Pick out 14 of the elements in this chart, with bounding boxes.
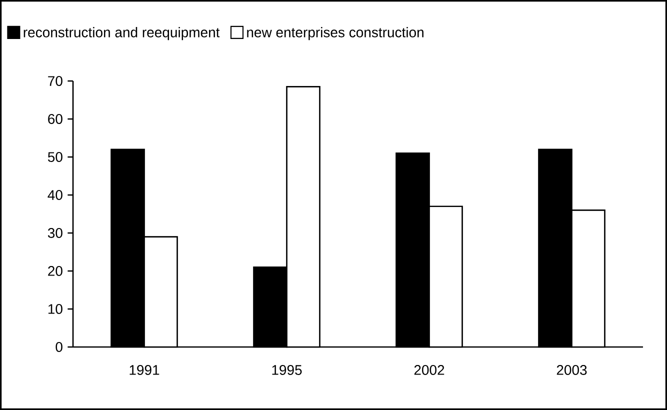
legend-label: new enterprises construction bbox=[247, 27, 424, 40]
x-tick-label: 2002 bbox=[414, 365, 444, 375]
y-tick-label: 50 bbox=[48, 152, 62, 162]
x-tick-label: 2003 bbox=[556, 365, 587, 375]
legend-label: reconstruction and reequipment bbox=[24, 27, 220, 40]
y-tick-label: 0 bbox=[56, 342, 62, 352]
x-tick-label: 1995 bbox=[272, 365, 302, 375]
y-tick-label: 40 bbox=[48, 190, 62, 200]
x-tick-label: 1991 bbox=[130, 365, 160, 375]
y-tick-label: 30 bbox=[48, 228, 62, 238]
y-tick-label: 10 bbox=[48, 304, 62, 314]
y-tick-label: 20 bbox=[48, 266, 62, 276]
y-tick-label: 60 bbox=[48, 114, 62, 124]
y-tick-label: 70 bbox=[48, 76, 62, 86]
